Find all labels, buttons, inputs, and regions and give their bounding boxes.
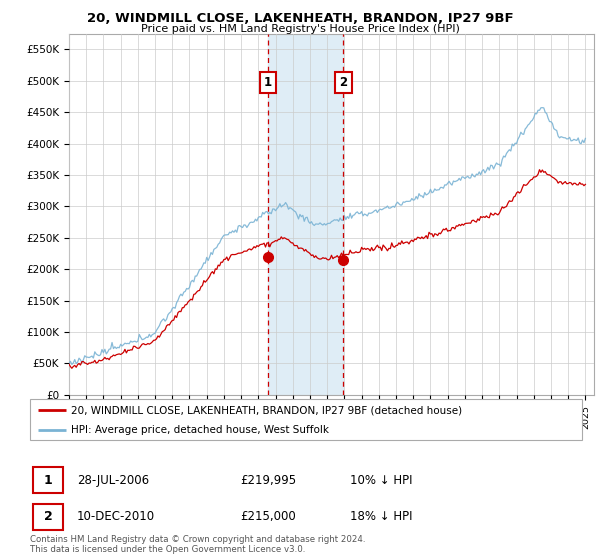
Text: £219,995: £219,995 bbox=[240, 474, 296, 487]
Text: 28-JUL-2006: 28-JUL-2006 bbox=[77, 474, 149, 487]
Text: 20, WINDMILL CLOSE, LAKENHEATH, BRANDON, IP27 9BF (detached house): 20, WINDMILL CLOSE, LAKENHEATH, BRANDON,… bbox=[71, 405, 463, 415]
Text: 1: 1 bbox=[264, 76, 272, 89]
Text: Price paid vs. HM Land Registry's House Price Index (HPI): Price paid vs. HM Land Registry's House … bbox=[140, 24, 460, 34]
Bar bbox=[268, 34, 343, 395]
Text: 18% ↓ HPI: 18% ↓ HPI bbox=[350, 510, 413, 523]
Text: 10% ↓ HPI: 10% ↓ HPI bbox=[350, 474, 413, 487]
Bar bbox=[33, 467, 63, 493]
Text: 2: 2 bbox=[340, 76, 347, 89]
Text: 10-DEC-2010: 10-DEC-2010 bbox=[77, 510, 155, 523]
Bar bbox=[33, 503, 63, 530]
Text: 20, WINDMILL CLOSE, LAKENHEATH, BRANDON, IP27 9BF: 20, WINDMILL CLOSE, LAKENHEATH, BRANDON,… bbox=[86, 12, 514, 25]
Text: £215,000: £215,000 bbox=[240, 510, 296, 523]
Text: HPI: Average price, detached house, West Suffolk: HPI: Average price, detached house, West… bbox=[71, 426, 329, 435]
Text: 1: 1 bbox=[44, 474, 52, 487]
Text: Contains HM Land Registry data © Crown copyright and database right 2024.
This d: Contains HM Land Registry data © Crown c… bbox=[30, 535, 365, 554]
Text: 2: 2 bbox=[44, 510, 52, 523]
